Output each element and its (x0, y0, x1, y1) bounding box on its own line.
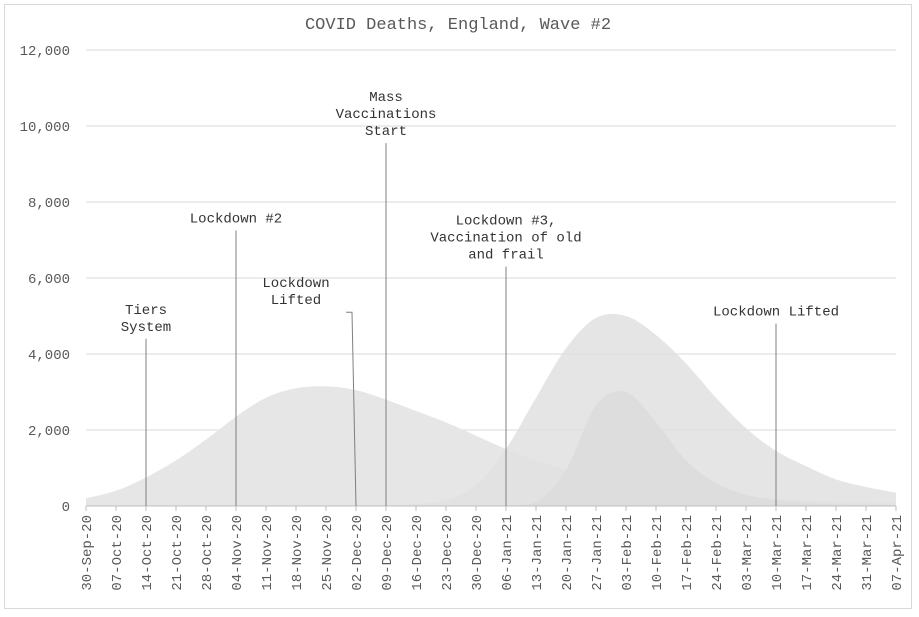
y-tick-label: 10,000 (20, 120, 70, 136)
x-tick-label: 16-Dec-20 (410, 515, 426, 591)
x-tick-label: 23-Dec-20 (440, 515, 456, 591)
x-tick-label: 07-Apr-21 (890, 515, 906, 591)
x-tick-label: 30-Sep-20 (80, 515, 96, 591)
y-tick-label: 2,000 (28, 424, 70, 440)
x-tick-label: 21-Oct-20 (170, 515, 186, 591)
x-tick-label: 27-Jan-21 (590, 515, 606, 591)
annotation-leader (346, 311, 357, 507)
x-tick-label: 03-Feb-21 (620, 515, 636, 591)
y-tick-label: 8,000 (28, 196, 70, 212)
annotation-label: Lockdown #3, (456, 214, 557, 230)
x-tick-label: 10-Feb-21 (650, 515, 666, 591)
x-axis (85, 505, 897, 511)
y-axis: 0 2,000 4,000 6,000 8,000 10,000 12,000 (20, 44, 70, 516)
x-tick-label: 24-Feb-21 (710, 515, 726, 591)
x-tick-label: 28-Oct-20 (200, 515, 216, 591)
y-tick-label: 4,000 (28, 348, 70, 364)
y-tick-label: 6,000 (28, 272, 70, 288)
annotation-label: Lockdown (262, 276, 329, 292)
area-series-3 (86, 391, 896, 506)
annotation-label: Lockdown #2 (190, 212, 282, 228)
x-tick-label: 17-Feb-21 (680, 515, 696, 591)
annotation-label: Mass (369, 90, 403, 106)
x-tick-label: 31-Mar-21 (860, 515, 876, 591)
x-tick-labels: 30-Sep-20 07-Oct-20 14-Oct-20 21-Oct-20 28-O… (80, 515, 906, 591)
annotation-label: Tiers (125, 303, 167, 319)
x-tick-label: 14-Oct-20 (140, 515, 156, 591)
x-tick-label: 07-Oct-20 (110, 515, 126, 591)
x-tick-label: 09-Dec-20 (380, 515, 396, 591)
area-series-1 (86, 386, 896, 506)
chart-frame (4, 4, 912, 609)
annotation-label: Start (365, 124, 407, 140)
annotation-label: System (121, 320, 171, 336)
x-tick-label: 24-Mar-21 (830, 515, 846, 591)
annotation: Lockdown Lifted (713, 305, 839, 506)
annotation-label: Vaccinations (336, 107, 437, 123)
annotation-label: Lifted (271, 293, 321, 309)
area-series-2 (86, 313, 896, 506)
x-tick-label: 04-Nov-20 (230, 515, 246, 591)
area-series (86, 313, 896, 506)
x-tick-label: 11-Nov-20 (260, 515, 276, 591)
x-tick-label: 03-Mar-21 (740, 515, 756, 591)
x-tick-label: 20-Jan-21 (560, 515, 576, 591)
chart-title: COVID Deaths, England, Wave #2 (305, 16, 611, 35)
x-tick-label: 17-Mar-21 (800, 515, 816, 591)
annotation-label: and frail (468, 248, 544, 264)
annotation: Lockdown #2 (190, 212, 282, 506)
x-tick-label: 25-Nov-20 (320, 515, 336, 591)
y-tick-label: 12,000 (20, 44, 70, 60)
x-tick-label: 13-Jan-21 (530, 515, 546, 591)
x-tick-label: 06-Jan-21 (500, 515, 516, 591)
x-tick-label: 02-Dec-20 (350, 515, 366, 591)
y-tick-label: 0 (62, 500, 70, 516)
annotation-label: Lockdown Lifted (713, 305, 839, 321)
annotation-label: Vaccination of old (430, 231, 581, 247)
x-tick-label: 18-Nov-20 (290, 515, 306, 591)
x-tick-label: 30-Dec-20 (470, 515, 486, 591)
x-tick-label: 10-Mar-21 (770, 515, 786, 591)
